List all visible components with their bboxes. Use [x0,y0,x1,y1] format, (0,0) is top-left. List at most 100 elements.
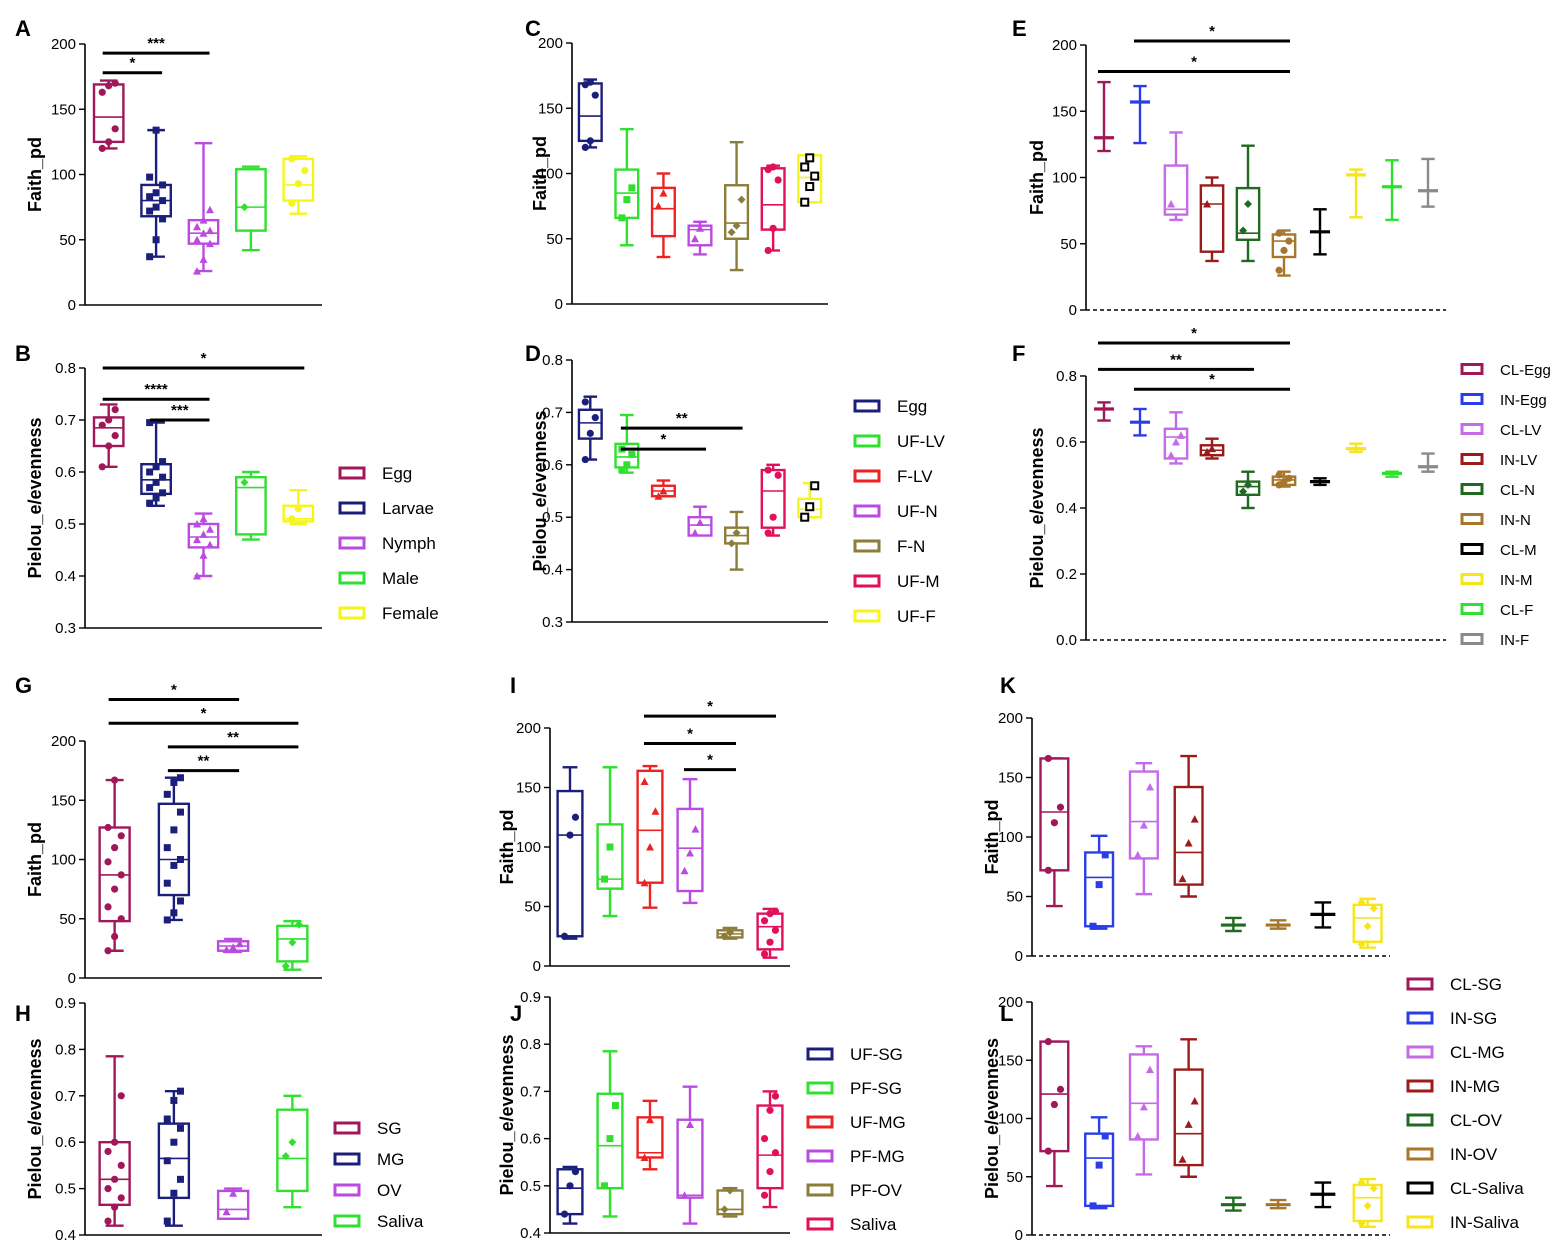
box-uf-n-point [696,518,704,526]
box-in-m [1345,168,1367,219]
legend-label: UF-LV [897,432,946,451]
box-pf-sg-point [611,1102,619,1110]
significance-label: * [171,682,177,699]
y-tick-label: 0.3 [55,620,76,637]
box-mg-point [176,1175,184,1183]
legend-swatch [853,469,881,483]
legend-swatch [338,536,366,550]
box-uf-lv-point [623,196,631,204]
box-cl-mg-point [1139,821,1148,829]
box-larvae-point [146,484,154,492]
box-sg-point [117,915,125,923]
box-saliva-point [771,1149,780,1157]
box-in-ov [1265,1198,1291,1210]
y-tick-label: 150 [51,101,76,118]
box-uf-sg-point [560,1210,569,1218]
box-mg-point [163,1217,171,1225]
legend-swatch [1406,1011,1434,1025]
legend-label: F-LV [897,467,933,486]
box-mg [157,776,191,922]
box-mg-point [176,897,184,905]
box-larvae-point [152,478,160,486]
box-f-lv [650,172,676,259]
y-tick-label: 0.6 [1056,434,1077,451]
box-saliva-point [766,1168,774,1176]
box-cl-n [1235,470,1261,510]
legend-label: MG [377,1150,404,1169]
box-nymph-point [199,255,208,263]
box-uf-sg-point [560,932,569,940]
box-egg-iqr [92,83,125,144]
box-pf-mg [676,1085,704,1225]
box-uf-mg-iqr [636,1116,664,1159]
box-mg [157,1089,191,1227]
box-in-lv [1199,176,1225,263]
y-tick-label: 50 [59,911,76,928]
legend-label: IN-F [1500,632,1529,649]
y-tick-label: 200 [998,994,1023,1011]
box-uf-f-point [800,162,810,172]
box-cl-n-iqr [1235,186,1261,241]
box-larvae-point [159,197,167,205]
box-cl-sg-point [1044,1147,1052,1155]
box-sg-point [104,823,112,832]
legend-swatch [806,1217,834,1231]
significance-label: *** [171,402,189,419]
box-pf-mg [676,777,704,905]
box-uf-m-point [774,176,782,184]
y-axis-title: Faith_pd [982,800,1002,875]
box-in-sg-iqr [1084,851,1115,928]
box-egg [92,403,125,468]
box-saliva [276,919,309,971]
y-tick-label: 200 [998,710,1023,727]
box-in-n-point [1285,474,1293,482]
legend-swatch [1460,543,1484,555]
box-uf-mg-point [640,1153,649,1161]
significance-label: **** [144,381,168,398]
panel-label-F: F [1012,341,1025,366]
box-uf-n-point [691,234,700,243]
legend-swatch [806,1183,834,1197]
box-sg-point [117,832,125,840]
box-egg-point [586,78,594,86]
y-tick-label: 100 [998,829,1023,846]
box-saliva-point [766,910,774,918]
y-tick-label: 200 [516,720,541,737]
legend-label: IN-M [1500,572,1533,589]
y-tick-label: 100 [51,852,76,869]
y-tick-label: 0.6 [55,1134,76,1151]
box-cl-sg-point [1044,1038,1052,1046]
box-uf-sg-iqr [556,1168,584,1216]
y-axis-title: Faith_pd [25,137,45,212]
box-in-sg-point [1101,1132,1109,1140]
y-tick-label: 0.4 [55,1227,76,1242]
y-tick-label: 0 [68,970,76,987]
box-in-n-point [1285,237,1293,245]
box-egg-point [586,137,594,145]
box-in-egg [1129,407,1151,437]
box-cl-sg-point [1056,803,1065,811]
box-uf-m-point [764,246,772,255]
box-cl-n [1235,144,1261,263]
box-in-saliva-point [1357,940,1366,949]
box-mg-point [170,826,178,834]
legend-swatch [333,1121,361,1135]
box-in-f [1417,452,1439,473]
legend-swatch [1460,453,1484,465]
box-sg-point [111,844,119,852]
box-uf-m-iqr [760,167,786,231]
box-cl-egg [1093,80,1115,153]
legend-swatch [806,1149,834,1163]
y-tick-label: 0.4 [542,562,563,579]
legend-swatch [338,466,366,480]
box-egg-point [591,91,599,99]
box-female-point [288,515,296,523]
box-sg-point [104,858,112,866]
box-cl-m [1309,208,1331,256]
box-mg-point [170,1096,178,1104]
box-nymph-point [199,216,208,224]
box-in-sg-iqr [1084,1132,1115,1208]
box-egg-point [581,398,589,406]
box-uf-f-point [805,182,815,192]
box-saliva-point [760,917,769,925]
